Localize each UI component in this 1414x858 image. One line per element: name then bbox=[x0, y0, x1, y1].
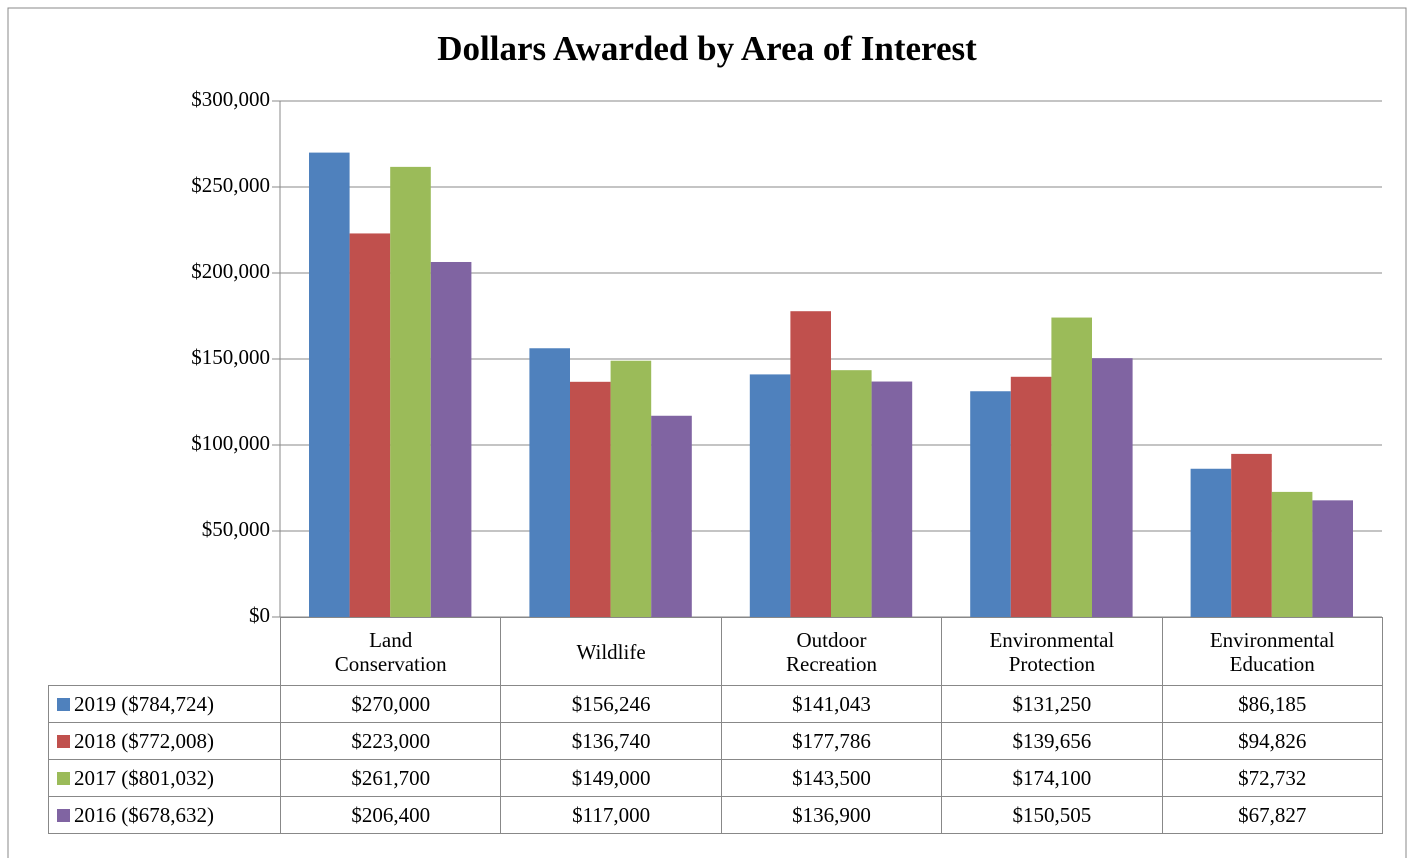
category-cell: Environmental Protection bbox=[941, 617, 1163, 686]
x-tick-label: Wildlife bbox=[576, 639, 646, 664]
value-cell: $117,000 bbox=[500, 796, 722, 834]
series-row: 2016 ($678,632) $206,400 $117,000 $136,900 $… bbox=[48, 796, 1383, 834]
bar bbox=[570, 381, 611, 617]
value-cell: $177,786 bbox=[720, 722, 943, 760]
value-cell: $150,505 bbox=[941, 796, 1163, 834]
category-cell: Environmental Education bbox=[1161, 617, 1383, 686]
bar bbox=[610, 360, 652, 617]
y-tick-label: $250,000 bbox=[191, 173, 270, 197]
bar bbox=[749, 374, 791, 617]
legend-label: 2019 ($784,724) bbox=[74, 692, 214, 716]
chart-title: Dollars Awarded by Area of Interest bbox=[437, 29, 977, 68]
x-tick-label: Environmental Education bbox=[1209, 627, 1335, 676]
header-row: Land Conservation Wildlife Outdoor Recreat… bbox=[48, 617, 1383, 686]
bar bbox=[1010, 376, 1052, 617]
chart-border bbox=[7, 7, 1407, 858]
y-tick-label: $300,000 bbox=[191, 87, 270, 111]
series-row: 2017 ($801,032) $261,700 $149,000 $143,500 $… bbox=[48, 759, 1383, 797]
y-tick-label: $200,000 bbox=[191, 259, 270, 283]
y-tick-label: $50,000 bbox=[202, 517, 270, 541]
bar bbox=[529, 348, 570, 617]
data-table: Land Conservation Wildlife Outdoor Recreat… bbox=[48, 617, 1383, 834]
bar bbox=[349, 233, 391, 617]
legend-cell: 2018 ($772,008) bbox=[48, 722, 281, 760]
bar bbox=[1312, 500, 1353, 617]
legend-label: 2016 ($678,632) bbox=[74, 803, 214, 827]
value-cell: $143,500 bbox=[720, 759, 943, 797]
bar bbox=[790, 311, 831, 617]
value-cell: $149,000 bbox=[500, 759, 722, 797]
y-tick-label: $100,000 bbox=[191, 431, 270, 455]
value-cell: $270,000 bbox=[279, 685, 502, 723]
value-cell: $261,700 bbox=[279, 759, 502, 797]
value-cell: $174,100 bbox=[941, 759, 1163, 797]
value-cell: $72,732 bbox=[1161, 759, 1383, 797]
bar bbox=[1231, 453, 1272, 617]
legend-cell: 2016 ($678,632) bbox=[48, 796, 281, 834]
x-tick-label: Environmental Protection bbox=[989, 627, 1115, 676]
y-tick-label: $150,000 bbox=[191, 345, 270, 369]
category-cell: Wildlife bbox=[500, 617, 722, 686]
value-cell: $156,246 bbox=[500, 685, 722, 723]
legend-swatch bbox=[57, 735, 70, 748]
legend-label: 2018 ($772,008) bbox=[74, 729, 214, 753]
value-cell: $139,656 bbox=[941, 722, 1163, 760]
bar bbox=[651, 415, 692, 617]
x-tick-label: Outdoor Recreation bbox=[786, 627, 877, 676]
bar bbox=[390, 166, 431, 617]
bar bbox=[831, 370, 872, 617]
value-cell: $94,826 bbox=[1161, 722, 1383, 760]
value-cell: $136,740 bbox=[500, 722, 722, 760]
bar bbox=[430, 261, 472, 617]
corner-cell bbox=[48, 617, 281, 686]
category-cell: Outdoor Recreation bbox=[720, 617, 943, 686]
series-row: 2018 ($772,008) $223,000 $136,740 $177,786 $… bbox=[48, 722, 1383, 760]
legend-cell: 2017 ($801,032) bbox=[48, 759, 281, 797]
series-row: 2019 ($784,724) $270,000 $156,246 $141,043 $… bbox=[48, 685, 1383, 723]
bar bbox=[1051, 317, 1092, 617]
x-tick-label: Land Conservation bbox=[334, 627, 447, 676]
value-cell: $136,900 bbox=[720, 796, 943, 834]
value-cell: $131,250 bbox=[941, 685, 1163, 723]
bar bbox=[1271, 491, 1313, 617]
category-cell: Land Conservation bbox=[279, 617, 502, 686]
bar bbox=[1190, 468, 1232, 617]
legend-swatch bbox=[57, 698, 70, 711]
value-cell: $141,043 bbox=[720, 685, 943, 723]
bar bbox=[871, 381, 913, 617]
bar bbox=[309, 152, 350, 617]
legend-cell: 2019 ($784,724) bbox=[48, 685, 281, 723]
value-cell: $86,185 bbox=[1161, 685, 1383, 723]
legend-label: 2017 ($801,032) bbox=[74, 766, 214, 790]
legend-swatch bbox=[57, 772, 70, 785]
legend-swatch bbox=[57, 809, 70, 822]
bar bbox=[1092, 358, 1133, 617]
value-cell: $223,000 bbox=[279, 722, 502, 760]
value-cell: $67,827 bbox=[1161, 796, 1383, 834]
bar bbox=[970, 391, 1011, 617]
value-cell: $206,400 bbox=[279, 796, 502, 834]
